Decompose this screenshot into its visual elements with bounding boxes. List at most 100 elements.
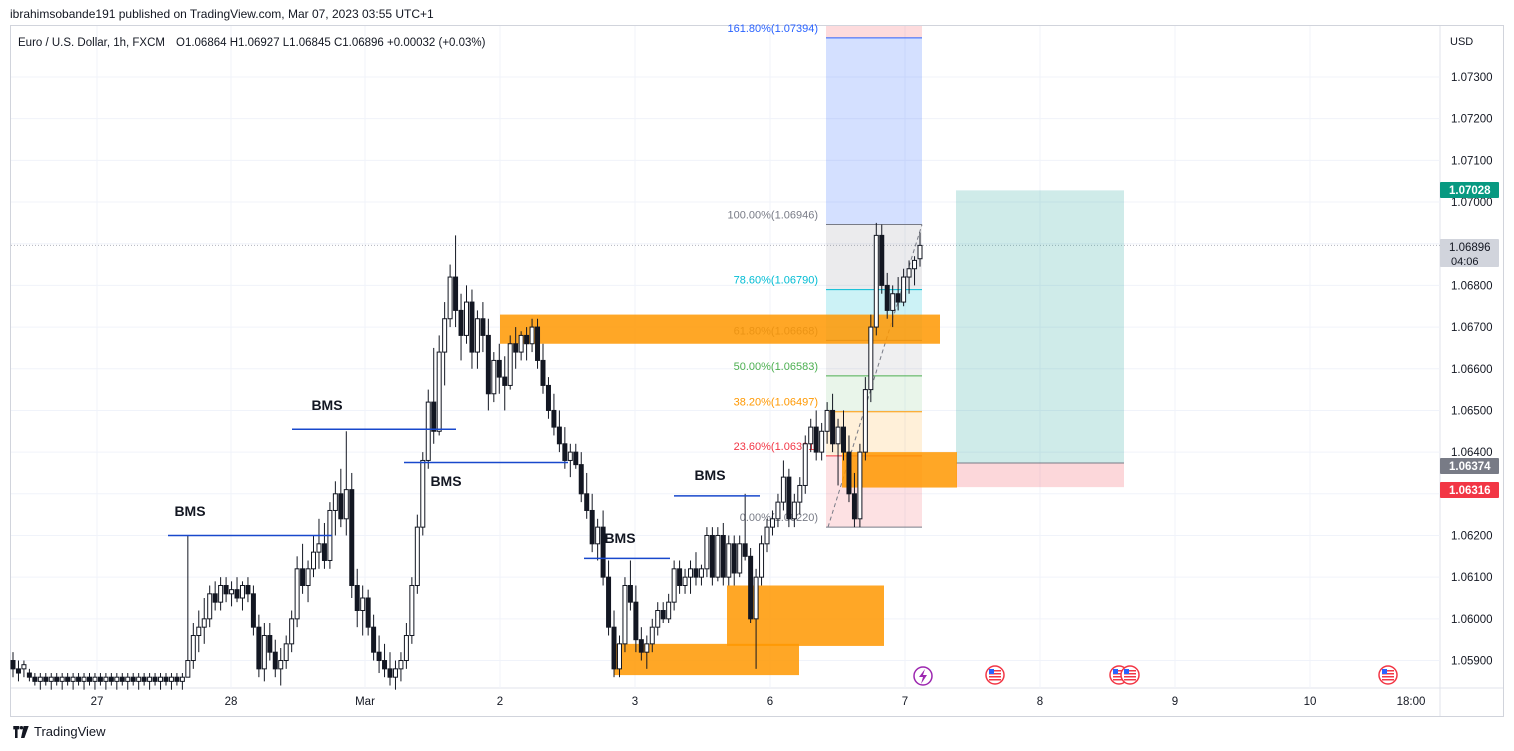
legend-symbol: Euro / U.S. Dollar, 1h, FXCM bbox=[18, 37, 165, 49]
candle bbox=[431, 347, 437, 444]
candle-body bbox=[748, 555, 754, 620]
flag-stripe bbox=[1382, 673, 1394, 675]
price-label-last bbox=[1440, 239, 1499, 267]
price-label-value: 1.06374 bbox=[1449, 461, 1491, 473]
time-tick: 28 bbox=[225, 696, 238, 708]
candle bbox=[371, 614, 377, 661]
price-tick: 1.06200 bbox=[1451, 530, 1493, 542]
candle-body bbox=[606, 576, 612, 628]
candle-body bbox=[365, 597, 371, 628]
price-tick: 1.07000 bbox=[1451, 197, 1493, 209]
candle-body bbox=[666, 601, 672, 620]
candle-body bbox=[562, 443, 568, 461]
candle-body bbox=[458, 309, 464, 336]
candle bbox=[485, 318, 491, 411]
candle bbox=[912, 256, 918, 286]
candle-body bbox=[797, 484, 803, 503]
candle bbox=[808, 418, 814, 453]
candle-body bbox=[97, 676, 103, 682]
candle bbox=[540, 343, 546, 394]
candle-body bbox=[868, 326, 874, 391]
candle-body bbox=[682, 576, 688, 586]
candle bbox=[731, 535, 737, 586]
candle bbox=[824, 402, 830, 444]
candle bbox=[114, 673, 120, 690]
candle-body bbox=[496, 359, 502, 378]
candle-body bbox=[873, 234, 879, 328]
candle bbox=[715, 527, 721, 582]
fib-level-label: 78.60%(1.06790) bbox=[734, 275, 818, 287]
time-tick: 27 bbox=[91, 696, 104, 708]
price-axis[interactable]: 1.073001.072001.071001.070001.069001.068… bbox=[1440, 72, 1499, 668]
candle-body bbox=[835, 426, 841, 445]
candle-body bbox=[660, 610, 666, 620]
candle-body bbox=[464, 301, 469, 336]
candle-body bbox=[709, 534, 715, 578]
flag-canton bbox=[1124, 669, 1129, 674]
candle bbox=[469, 289, 475, 369]
candle bbox=[234, 577, 240, 603]
economic-events[interactable] bbox=[913, 665, 1398, 686]
candle-body bbox=[551, 409, 557, 428]
candle bbox=[627, 560, 633, 611]
candle-body bbox=[764, 526, 770, 545]
candle bbox=[726, 535, 732, 586]
us-flag-event-icon[interactable] bbox=[985, 665, 1005, 685]
time-tick: 18:00 bbox=[1397, 696, 1426, 708]
flag-stripe bbox=[1124, 673, 1136, 675]
candle-body bbox=[190, 635, 196, 662]
candle-body bbox=[48, 676, 54, 682]
candle-body bbox=[158, 676, 164, 682]
lightning-event-icon[interactable] bbox=[913, 666, 933, 686]
flag-stripe bbox=[1113, 679, 1125, 681]
candle-body bbox=[403, 635, 409, 662]
candle-body bbox=[802, 443, 808, 486]
candle-body bbox=[86, 676, 92, 682]
candle bbox=[447, 264, 453, 328]
us-flag-event-icon[interactable] bbox=[1120, 665, 1140, 685]
candle bbox=[901, 268, 907, 307]
candle bbox=[819, 422, 825, 461]
candle-body bbox=[857, 451, 863, 520]
candle-body bbox=[737, 543, 743, 574]
candle bbox=[168, 673, 174, 690]
candle-body bbox=[398, 660, 404, 670]
candle-body bbox=[655, 610, 661, 628]
candle bbox=[403, 623, 409, 669]
candle-body bbox=[633, 601, 639, 641]
candle-body bbox=[108, 676, 114, 682]
candle bbox=[720, 522, 726, 586]
candle-body bbox=[780, 476, 786, 503]
candle-body bbox=[474, 318, 480, 353]
candle bbox=[693, 552, 699, 586]
candle bbox=[376, 635, 382, 674]
price-tick: 1.07200 bbox=[1451, 114, 1493, 126]
candle bbox=[846, 435, 852, 503]
candle-body bbox=[141, 676, 147, 682]
candle bbox=[147, 673, 153, 690]
candle-body bbox=[250, 593, 256, 628]
time-tick: 9 bbox=[1172, 696, 1178, 708]
candle-body bbox=[332, 493, 338, 511]
time-axis[interactable]: 27 28 Mar 2 3 6 7 8 9 10 18:00 bbox=[91, 696, 1426, 708]
candle bbox=[354, 568, 360, 628]
candle-body bbox=[693, 568, 699, 578]
flag-stripe bbox=[989, 676, 1001, 678]
candle-body bbox=[431, 401, 437, 432]
us-flag-event-icon[interactable] bbox=[1378, 665, 1398, 685]
candle bbox=[65, 673, 71, 686]
candle bbox=[179, 673, 185, 690]
price-label-value: 1.06896 bbox=[1449, 242, 1491, 254]
price-tick: 1.06000 bbox=[1451, 614, 1493, 626]
candle-body bbox=[589, 509, 595, 545]
tradingview-logo-icon bbox=[13, 725, 29, 738]
price-tick: 1.07300 bbox=[1451, 72, 1493, 84]
candle bbox=[660, 602, 666, 624]
flag-circle bbox=[1378, 665, 1398, 685]
footer-brand[interactable]: TradingView bbox=[12, 724, 106, 739]
candle-body bbox=[759, 543, 765, 578]
candle-body bbox=[791, 501, 797, 520]
flag-stripe bbox=[989, 679, 1001, 681]
candle bbox=[21, 660, 27, 678]
